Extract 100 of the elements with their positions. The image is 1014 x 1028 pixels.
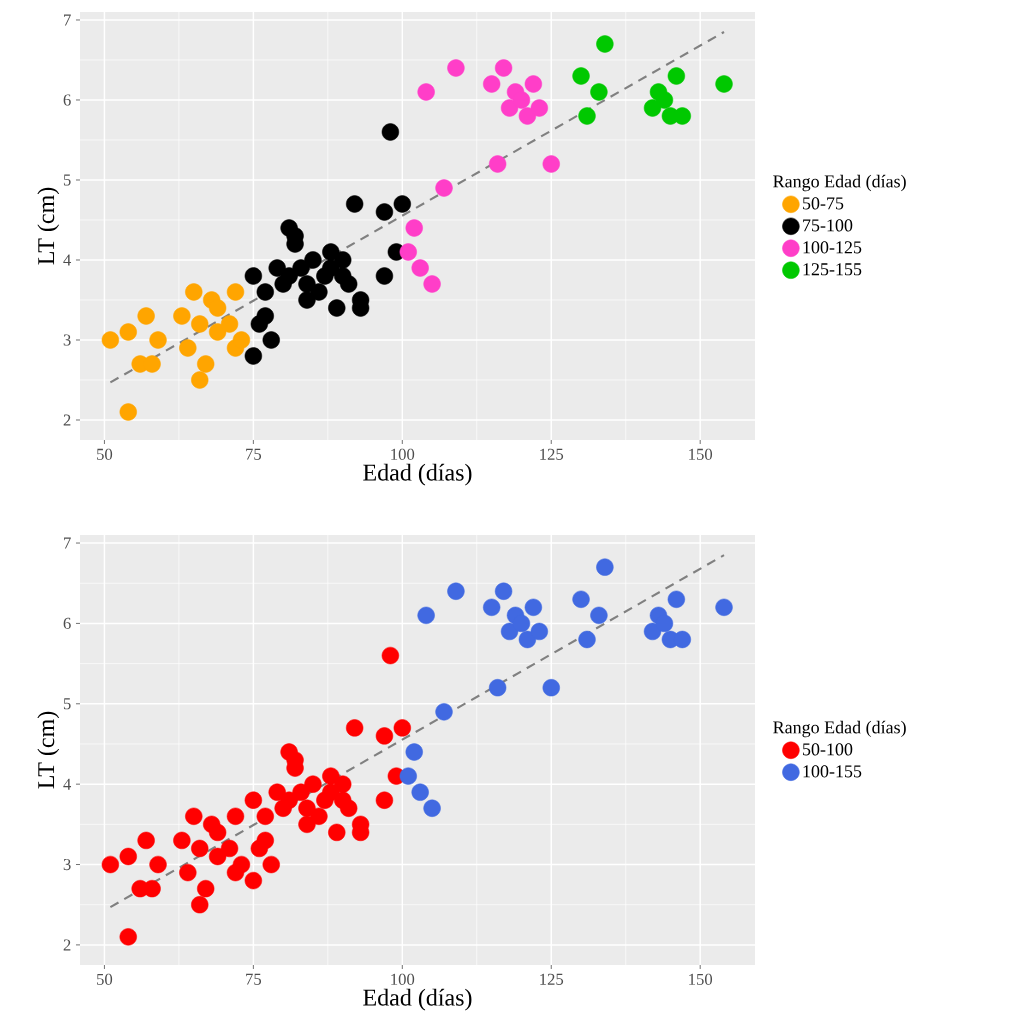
- point: [530, 99, 549, 117]
- legend-label: 125-155: [803, 263, 862, 276]
- point: [596, 558, 614, 576]
- y-tick-label: 2: [63, 939, 71, 951]
- point: [208, 847, 227, 866]
- point: [298, 799, 316, 817]
- x-tick-label: 100: [391, 973, 415, 985]
- point: [280, 267, 298, 285]
- point: [590, 83, 608, 101]
- point: [185, 807, 203, 825]
- point: [512, 614, 531, 633]
- y-axis-title: LT (cm): [37, 187, 60, 265]
- legend-label: 100-155: [803, 765, 862, 778]
- legend-label: 50-75: [803, 197, 844, 210]
- point: [208, 823, 227, 842]
- point: [191, 896, 209, 914]
- legend-label: 100-125: [803, 241, 862, 254]
- point: [191, 315, 209, 333]
- y-tick-label: 2: [63, 414, 71, 426]
- point: [417, 606, 435, 625]
- point: [208, 323, 227, 341]
- point: [447, 59, 465, 77]
- y-tick-label: 4: [63, 778, 72, 790]
- point: [322, 767, 340, 785]
- point: [590, 606, 608, 625]
- point: [191, 371, 209, 389]
- point: [119, 323, 137, 341]
- x-tick-label: 50: [97, 973, 113, 985]
- point: [292, 259, 310, 277]
- point: [119, 403, 137, 421]
- point: [262, 855, 280, 874]
- point: [179, 863, 197, 882]
- y-axis-title: LT (cm): [37, 711, 60, 789]
- point: [232, 855, 251, 874]
- y-tick-label: 7: [64, 14, 71, 26]
- point: [667, 67, 686, 85]
- point: [232, 331, 251, 349]
- point: [643, 622, 662, 641]
- point: [393, 719, 411, 737]
- point: [340, 799, 358, 817]
- point: [542, 155, 560, 173]
- point: [191, 839, 209, 858]
- point: [488, 155, 507, 173]
- point: [435, 179, 453, 197]
- point: [292, 783, 310, 801]
- point: [375, 267, 394, 285]
- point: [244, 347, 263, 365]
- point: [179, 339, 197, 357]
- point: [512, 91, 531, 109]
- point: [328, 823, 346, 842]
- point: [524, 598, 543, 616]
- point: [304, 251, 322, 269]
- point: [226, 283, 245, 301]
- x-tick-label: 75: [246, 448, 262, 460]
- point: [435, 703, 453, 721]
- x-tick-label: 100: [391, 448, 415, 460]
- point: [280, 791, 298, 809]
- point: [423, 799, 441, 817]
- point: [173, 307, 191, 325]
- y-tick-label: 6: [63, 617, 71, 630]
- point: [197, 879, 215, 898]
- x-tick-label: 150: [689, 448, 713, 460]
- point: [494, 582, 513, 600]
- x-axis-title: Edad (días): [363, 463, 472, 486]
- point: [268, 259, 286, 277]
- point: [405, 219, 423, 237]
- point: [411, 259, 429, 277]
- point: [149, 855, 167, 874]
- point: [197, 355, 215, 373]
- point: [304, 775, 322, 793]
- point: [310, 283, 328, 301]
- point: [256, 307, 274, 325]
- point: [399, 767, 417, 785]
- point: [328, 299, 346, 317]
- legend-title: Rango Edad (días): [773, 174, 906, 192]
- point: [101, 855, 120, 874]
- point: [375, 203, 394, 221]
- point: [578, 107, 596, 125]
- point: [298, 275, 316, 293]
- point: [119, 847, 137, 866]
- point: [310, 807, 328, 825]
- point: [185, 283, 203, 301]
- point: [334, 251, 352, 269]
- legend-label: 50-100: [803, 743, 853, 756]
- point: [226, 807, 245, 825]
- x-tick-label: 50: [97, 448, 113, 460]
- x-tick-label: 75: [246, 973, 262, 985]
- point: [381, 123, 400, 141]
- y-tick-label: 4: [63, 254, 72, 266]
- point: [423, 275, 441, 293]
- point: [256, 807, 274, 825]
- point: [208, 299, 227, 317]
- y-tick-label: 5: [63, 698, 71, 710]
- y-tick-label: 7: [64, 537, 71, 549]
- point: [381, 646, 400, 665]
- y-tick-label: 3: [63, 858, 71, 871]
- point: [322, 243, 340, 261]
- point: [655, 614, 674, 633]
- point: [643, 99, 662, 117]
- y-tick-label: 3: [63, 334, 71, 346]
